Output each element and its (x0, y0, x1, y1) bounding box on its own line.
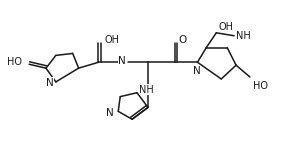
Text: NH: NH (236, 31, 251, 41)
Text: O: O (179, 35, 187, 45)
Text: N: N (118, 56, 126, 66)
Text: OH: OH (104, 35, 119, 45)
Text: HO: HO (253, 81, 268, 91)
Text: N: N (193, 66, 200, 76)
Text: NH: NH (139, 85, 154, 95)
Text: N: N (105, 108, 113, 118)
Text: N: N (46, 78, 54, 88)
Text: HO: HO (7, 57, 22, 67)
Text: OH: OH (218, 22, 233, 32)
